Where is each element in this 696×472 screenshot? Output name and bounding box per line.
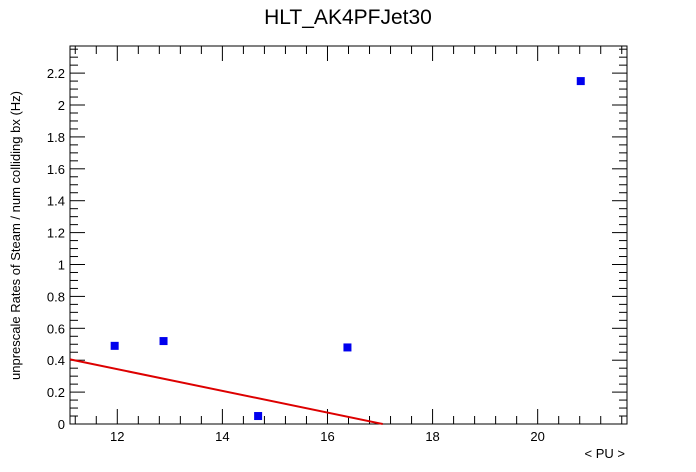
chart-title: HLT_AK4PFJet30: [264, 6, 432, 29]
fit-line: [69, 358, 383, 425]
y-axis: 0 0.2 0.4 0.6 0.8 1 1.2 1.4 1.6 1.8 2 2.2: [47, 48, 627, 432]
x-tick-label: 12: [110, 429, 124, 444]
x-tick-label: 14: [215, 429, 229, 444]
y-tick-label: 1.6: [47, 162, 65, 177]
fit-line-path: [69, 358, 383, 425]
y-tick-label: 0: [58, 417, 65, 432]
y-tick-label: 0.4: [47, 353, 65, 368]
data-point: [159, 337, 168, 346]
data-points: [110, 77, 585, 421]
x-axis: 12 14 16 18 20: [74, 46, 623, 444]
data-point: [343, 343, 352, 352]
y-tick-label: 1.2: [47, 226, 65, 241]
y-tick-label: 1.8: [47, 130, 65, 145]
y-tick-label: 0.2: [47, 385, 65, 400]
data-point: [254, 412, 263, 421]
x-tick-label: 20: [530, 429, 544, 444]
x-tick-label: 18: [425, 429, 439, 444]
plot-frame: [69, 45, 628, 425]
y-tick-label: 0.8: [47, 289, 65, 304]
data-point: [576, 77, 585, 86]
y-tick-label: 2: [58, 98, 65, 113]
y-tick-label: 1.4: [47, 194, 65, 209]
y-tick-label: 2.2: [47, 66, 65, 81]
x-axis-label: < PU >: [585, 446, 625, 461]
data-point: [110, 341, 119, 350]
y-tick-label: 1: [58, 258, 65, 273]
y-tick-label: 0.6: [47, 321, 65, 336]
x-tick-label: 16: [320, 429, 334, 444]
plot-border: [69, 45, 628, 425]
y-axis-label: unprescale Rates of Steam / num collidin…: [8, 91, 23, 380]
